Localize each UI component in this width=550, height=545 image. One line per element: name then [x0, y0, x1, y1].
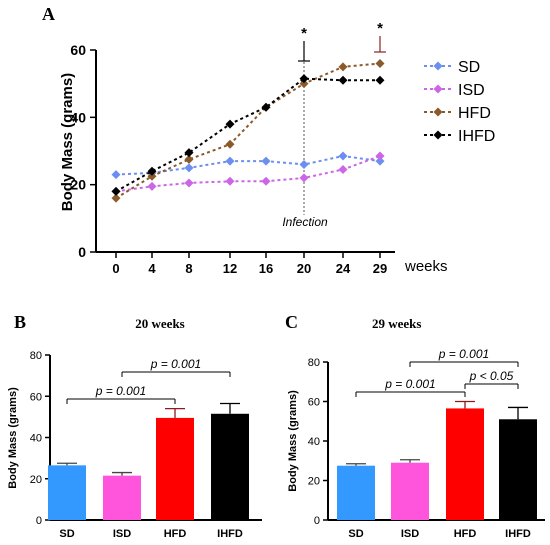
- significance-asterisk: *: [377, 20, 383, 37]
- x-tick-label: IHFD: [217, 528, 243, 540]
- data-point-isd: [225, 176, 235, 186]
- panel-a-letter: A: [42, 4, 55, 24]
- data-point-isd: [338, 165, 348, 175]
- panel-b-bar-chart: 20 weeks Body Mass (grams) 0 20 40 60 80 SD IS…: [7, 316, 262, 540]
- data-point-isd: [299, 173, 309, 183]
- bar-hfd: [446, 408, 484, 520]
- series-line-ihfd: [115, 77, 380, 193]
- p-value-label: p = 0.001: [95, 384, 146, 398]
- legend-marker-sd: [433, 61, 443, 71]
- p-value-label: p = 0.001: [150, 357, 201, 371]
- data-point-ihfd: [375, 75, 385, 85]
- legend-label-sd: SD: [458, 59, 480, 76]
- panel-b-title: 20 weeks: [135, 316, 184, 331]
- bar-hfd: [156, 417, 194, 520]
- legend-marker-ihfd: [433, 130, 443, 140]
- data-point-ihfd: [261, 102, 271, 112]
- y-tick-label: 40: [308, 436, 320, 448]
- panel-b-letter: B: [14, 312, 26, 332]
- data-point-hfd: [375, 58, 385, 68]
- y-tick-label: 0: [36, 515, 42, 527]
- panel-c-letter: C: [285, 312, 298, 332]
- series-line-hfd: [115, 62, 381, 199]
- panel-a-x-tick-label: 24: [336, 261, 351, 276]
- legend-label-isd: ISD: [458, 82, 485, 99]
- panel-a-y-axis-label: Body Mass (grams): [59, 73, 76, 211]
- infection-annotation: Infection: [282, 215, 328, 229]
- p-value-label: p < 0.05: [469, 369, 514, 383]
- data-point-hfd: [147, 171, 157, 181]
- bar-ihfd: [499, 419, 537, 520]
- data-point-ihfd: [184, 148, 194, 158]
- series-line-isd: [115, 155, 381, 193]
- panel-c-bar-chart: 29 weeks Body Mass (grams) 0 20 40 60 80 SD IS…: [287, 316, 545, 540]
- bar-ihfd: [211, 413, 249, 520]
- y-tick-label: 40: [30, 433, 42, 445]
- data-point-hfd: [225, 139, 235, 149]
- data-point-sd: [184, 163, 194, 173]
- data-point-isd: [375, 151, 385, 161]
- panel-a-x-tick-label: 4: [148, 261, 156, 276]
- panel-a-line-chart: Body Mass (grams) weeks Infection 020406…: [59, 20, 495, 276]
- y-tick-label: 60: [30, 391, 42, 403]
- panel-a-x-tick-label: 12: [223, 261, 237, 276]
- data-point-hfd: [338, 62, 348, 72]
- bar-isd: [103, 475, 141, 520]
- panel-a-x-tick-label: 20: [297, 261, 311, 276]
- x-tick-label: HFD: [164, 528, 187, 540]
- x-tick-label: SD: [348, 528, 363, 540]
- data-point-isd: [184, 178, 194, 188]
- legend-label-hfd: HFD: [458, 105, 491, 122]
- series-line-sd: [115, 155, 381, 176]
- panel-c-title: 29 weeks: [372, 316, 421, 331]
- data-point-ihfd: [147, 166, 157, 176]
- panel-a-x-tick-label: 16: [259, 261, 273, 276]
- panel-a-y-tick-label: 40: [70, 109, 86, 125]
- p-value-label: p = 0.001: [438, 347, 489, 361]
- x-tick-label: SD: [59, 528, 74, 540]
- panel-a-y-tick-label: 60: [70, 42, 86, 58]
- data-point-ihfd: [225, 119, 235, 129]
- data-point-isd: [261, 176, 271, 186]
- significance-asterisk: *: [301, 25, 307, 42]
- y-tick-label: 60: [308, 397, 320, 409]
- data-point-ihfd: [111, 186, 121, 196]
- y-tick-label: 20: [308, 476, 320, 488]
- panel-a-x-tick-label: 29: [373, 261, 387, 276]
- p-value-label: p = 0.001: [384, 377, 435, 391]
- panel-b-y-axis-label: Body Mass (grams): [7, 387, 19, 489]
- data-point-sd: [338, 151, 348, 161]
- data-point-sd: [375, 156, 385, 166]
- y-tick-label: 80: [30, 350, 42, 362]
- data-point-sd: [299, 159, 309, 169]
- y-tick-label: 80: [308, 357, 320, 369]
- data-point-ihfd: [338, 75, 348, 85]
- panel-a-x-tick-label: 0: [112, 261, 119, 276]
- data-point-ihfd: [299, 74, 309, 84]
- data-point-sd: [225, 156, 235, 166]
- panel-a-x-axis-label: weeks: [404, 258, 448, 275]
- legend-marker-hfd: [433, 107, 443, 117]
- data-point-hfd: [184, 154, 194, 164]
- data-point-sd: [261, 156, 271, 166]
- x-tick-label: ISD: [401, 528, 419, 540]
- y-tick-label: 20: [30, 474, 42, 486]
- y-tick-label: 0: [314, 515, 320, 527]
- panel-a-x-tick-label: 8: [185, 261, 192, 276]
- bar-sd: [337, 465, 375, 520]
- x-tick-label: IHFD: [505, 528, 531, 540]
- data-point-sd: [111, 170, 121, 180]
- bar-isd: [391, 462, 429, 520]
- panel-c-y-axis-label: Body Mass (grams): [287, 390, 299, 492]
- panel-a-y-tick-label: 20: [70, 177, 86, 193]
- legend-label-ihfd: IHFD: [458, 128, 495, 145]
- x-tick-label: HFD: [454, 528, 477, 540]
- data-point-hfd: [111, 193, 121, 203]
- panel-a-y-tick-label: 0: [78, 244, 86, 260]
- data-point-isd: [147, 181, 157, 191]
- x-tick-label: ISD: [113, 528, 131, 540]
- bar-sd: [48, 465, 86, 520]
- legend-marker-isd: [433, 84, 443, 94]
